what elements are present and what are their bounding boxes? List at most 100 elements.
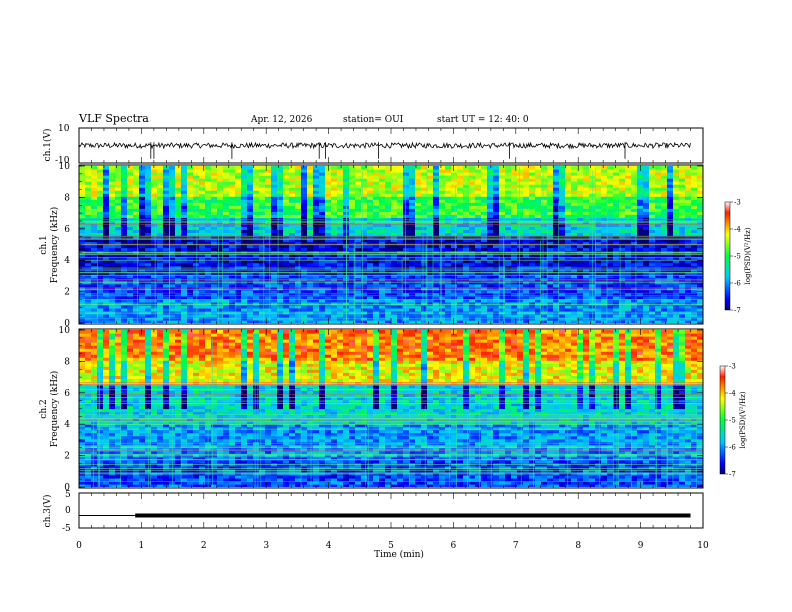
spectrogram-cell: [421, 301, 428, 306]
spectrogram-cell: [337, 226, 344, 230]
spectrogram-cell: [211, 295, 218, 300]
spectrogram-cell: [499, 208, 506, 212]
spectrogram-cell: [523, 280, 530, 285]
spectrogram-cell: [637, 283, 644, 288]
spectrogram-cell: [457, 190, 464, 194]
spectrogram-cell: [457, 226, 464, 230]
spectrogram-cell: [619, 304, 626, 309]
spectrogram-cell: [103, 205, 110, 209]
spectrogram-cell: [115, 271, 122, 276]
spectrogram-cell: [541, 235, 548, 240]
spectrogram-cell: [157, 313, 164, 318]
spectrogram-cell: [589, 280, 596, 285]
spectrogram-cell: [175, 241, 182, 246]
spectrogram-cell: [577, 211, 584, 215]
spectrogram-cell: [85, 211, 92, 215]
spectrogram-cell: [565, 193, 572, 197]
spectrogram-cell: [589, 175, 596, 179]
spectrogram-cell: [193, 253, 200, 258]
spectrogram-cell: [145, 313, 152, 318]
spectrogram-cell: [439, 229, 446, 234]
spectrogram-cell: [109, 202, 116, 206]
spectrogram-cell: [463, 244, 470, 249]
spectrogram-cell: [157, 286, 164, 291]
spectrogram-cell: [85, 298, 92, 303]
spectrogram-cell: [379, 238, 386, 243]
spectrogram-cell: [325, 265, 332, 270]
spectrogram-cell: [157, 280, 164, 285]
spectrogram-cell: [475, 211, 482, 215]
spectrogram-cell: [367, 211, 374, 215]
spectrogram-cell: [511, 286, 518, 291]
spectrogram-cell: [547, 289, 554, 294]
spectrogram-cell: [103, 214, 110, 218]
spectrogram-cell: [613, 214, 620, 218]
spectrogram-cell: [85, 313, 92, 318]
spectrogram-cell: [409, 211, 416, 215]
spectrogram-cell: [223, 235, 230, 240]
spectrogram-cell: [349, 193, 356, 197]
spectrogram-cell: [511, 193, 518, 197]
spectrogram-cell: [247, 232, 254, 237]
spectrogram-cell: [217, 214, 224, 218]
spectrogram-cell: [199, 253, 206, 258]
spectrogram-cell: [487, 295, 494, 300]
spectrogram-cell: [79, 193, 86, 197]
spectrogram-cell: [553, 283, 560, 288]
spectrogram-cell: [85, 205, 92, 209]
spectrogram-cell: [481, 319, 488, 323]
spectrogram-cell: [211, 184, 218, 188]
spectrogram-cell: [307, 262, 314, 267]
spectrogram-cell: [175, 172, 182, 176]
spectrogram-cell: [415, 247, 422, 252]
spectrogram-cell: [187, 289, 194, 294]
spectrogram-cell: [415, 244, 422, 249]
ch1-waveform-panel: 10 -10 ch.1(V): [42, 124, 704, 166]
spectrogram-cell: [169, 289, 176, 294]
spectrogram-cell: [181, 226, 188, 230]
spectrogram-cell: [265, 241, 272, 246]
spectrogram-cell: [373, 283, 380, 288]
spectrogram-cell: [571, 265, 578, 270]
spectrogram-cell: [307, 241, 314, 246]
spectrogram-cell: [115, 172, 122, 176]
spectrogram-cell: [379, 187, 386, 191]
spectrogram-cell: [535, 289, 542, 294]
spectrogram-cell: [175, 301, 182, 306]
spectrogram-cell: [463, 184, 470, 188]
spectrogram-cell: [607, 187, 614, 191]
spectrogram-cell: [463, 229, 470, 234]
spectrogram-cell: [169, 265, 176, 270]
spectrogram-cell: [355, 172, 362, 176]
spectrogram-cell: [493, 244, 500, 249]
spectrogram-cell: [409, 187, 416, 191]
spectrogram-cell: [541, 295, 548, 300]
spectrogram-cell: [487, 271, 494, 276]
spectrogram-cell: [181, 166, 188, 170]
spectrogram-cell: [313, 271, 320, 276]
spectrogram-cell: [181, 286, 188, 291]
spectrogram-cell: [487, 175, 494, 179]
spectrogram-cell: [319, 259, 326, 264]
spectrogram-cell: [301, 178, 308, 182]
spectrogram-cell: [433, 232, 440, 237]
spectrogram-cell: [601, 175, 608, 179]
spectrogram-cell: [145, 304, 152, 309]
spectrogram-cell: [133, 244, 140, 249]
spectrogram-cell: [367, 241, 374, 246]
spectrogram-cell: [175, 169, 182, 173]
spectrogram-cell: [535, 247, 542, 252]
spectrogram-cell: [415, 283, 422, 288]
spectrogram-cell: [313, 205, 320, 209]
spectrogram-cell: [133, 256, 140, 261]
spectrogram-cell: [277, 289, 284, 294]
spectrogram-cell: [427, 274, 434, 279]
spectrogram-cell: [547, 235, 554, 240]
spectrogram-cell: [121, 292, 128, 297]
spectrogram-cell: [577, 262, 584, 267]
spectrogram-cell: [613, 229, 620, 234]
spectrogram-cell: [517, 256, 524, 261]
spectrogram-cell: [109, 199, 116, 203]
spectrogram-cell: [235, 271, 242, 276]
spectrogram-cell: [493, 271, 500, 276]
